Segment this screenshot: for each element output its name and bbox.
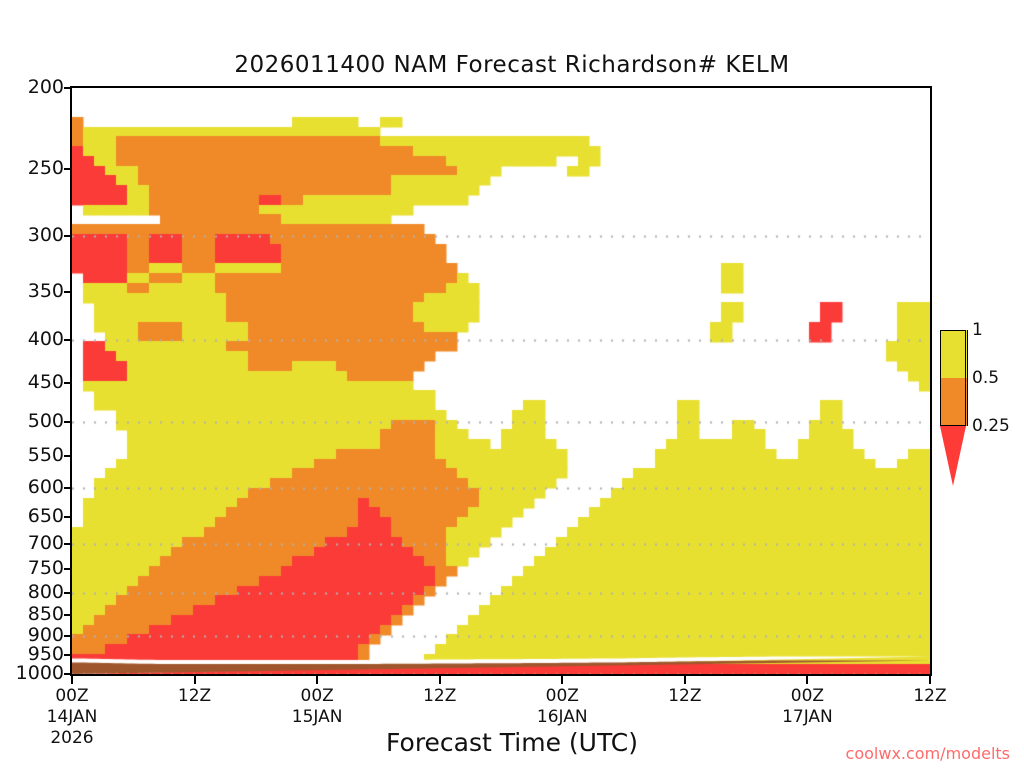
y-axis-tick-label: 900 <box>27 623 64 646</box>
y-axis-tick-label: 350 <box>27 279 64 302</box>
page-title: 2026011400 NAM Forecast Richardson# KELM <box>234 52 790 78</box>
y-axis: 200 250 300 350 400 450 500 550 600 650 700 750 800 8… <box>0 0 71 768</box>
y-axis-tick-label: 400 <box>27 328 64 351</box>
plot-gridlines <box>72 88 930 674</box>
x-axis-time-label: 12Z <box>913 686 947 706</box>
y-axis-tick-mark <box>64 516 71 519</box>
y-axis-tick-mark <box>64 613 71 616</box>
x-axis-tick-mark <box>929 676 931 684</box>
x-axis-date-label: 14JAN <box>46 707 98 727</box>
colorbar-tick-label: 0.5 <box>972 368 1000 388</box>
colorbar-band <box>940 378 968 426</box>
y-axis-tick-mark <box>64 382 71 385</box>
y-axis-tick-mark <box>64 234 71 237</box>
x-axis-time-label: 00Z <box>790 686 825 706</box>
colorbar-below-min-arrow <box>940 426 966 486</box>
y-axis-tick-label: 550 <box>27 444 64 467</box>
y-axis-tick-label: 700 <box>27 532 64 555</box>
y-axis-tick-label: 600 <box>27 476 64 498</box>
y-axis-tick-label: 300 <box>27 223 64 246</box>
y-axis-tick-mark <box>64 673 71 675</box>
y-axis-tick-mark <box>64 654 71 657</box>
color-legend: 1 0.5 0.25 <box>940 296 1024 486</box>
x-axis-time-label: 12Z <box>177 686 212 706</box>
x-axis-title: Forecast Time (UTC) <box>386 728 638 757</box>
x-axis-tick-mark <box>438 676 441 684</box>
x-axis-date-label: 17JAN <box>782 707 833 727</box>
y-axis-tick-mark <box>64 543 71 546</box>
y-axis-tick-label: 800 <box>27 580 64 603</box>
site-watermark: coolwx.com/modelts <box>845 744 1010 763</box>
y-axis-tick-mark <box>64 568 71 571</box>
y-axis-tick-mark <box>64 168 71 171</box>
x-axis-time-label: 12Z <box>423 686 457 706</box>
y-axis-tick-mark <box>64 420 71 423</box>
y-axis-tick-label: 750 <box>27 557 64 580</box>
y-axis-tick-label: 850 <box>27 602 64 625</box>
x-axis-time-label: 12Z <box>668 686 702 706</box>
x-axis-time-label: 00Z <box>55 686 89 706</box>
y-axis-tick-label: 200 <box>27 76 64 98</box>
x-axis-tick-mark <box>561 676 564 684</box>
y-axis-tick-mark <box>64 290 71 293</box>
y-axis-tick-label: 250 <box>27 157 64 180</box>
colorbar-tick-label: 1 <box>972 320 983 340</box>
x-axis-time-label: 00Z <box>300 686 334 706</box>
y-axis-tick-label: 450 <box>27 371 64 394</box>
y-axis-tick-label: 1000 <box>15 662 64 684</box>
x-axis-date-label: 15JAN <box>291 707 343 727</box>
x-axis-tick-mark <box>806 676 809 684</box>
y-axis-tick-mark <box>64 339 71 342</box>
x-axis-year-label: 2026 <box>50 728 94 748</box>
y-axis-tick-mark <box>64 634 71 637</box>
x-axis-tick-mark <box>193 676 196 684</box>
colorbar-tick-label: 0.25 <box>972 416 1010 436</box>
y-axis-tick-mark <box>64 455 71 458</box>
colorbar-above-max-arrow <box>940 296 966 330</box>
y-axis-tick-mark <box>64 591 71 594</box>
y-axis-tick-mark <box>64 487 71 489</box>
x-axis: 00Z 14JAN 2026 12Z 00Z 15JAN 12Z 00Z 16JAN 12Z 00Z… <box>0 676 1024 768</box>
x-axis-tick-mark <box>71 676 73 684</box>
x-axis-date-label: 16JAN <box>536 707 588 727</box>
y-axis-tick-label: 500 <box>27 409 64 432</box>
x-axis-time-label: 00Z <box>545 686 579 706</box>
x-axis-tick-mark <box>316 676 319 684</box>
y-axis-tick-mark <box>64 87 71 89</box>
y-axis-tick-label: 650 <box>27 505 64 528</box>
colorbar-outline <box>940 330 966 426</box>
y-axis-tick-label: 950 <box>27 643 64 666</box>
x-axis-tick-mark <box>683 676 686 684</box>
